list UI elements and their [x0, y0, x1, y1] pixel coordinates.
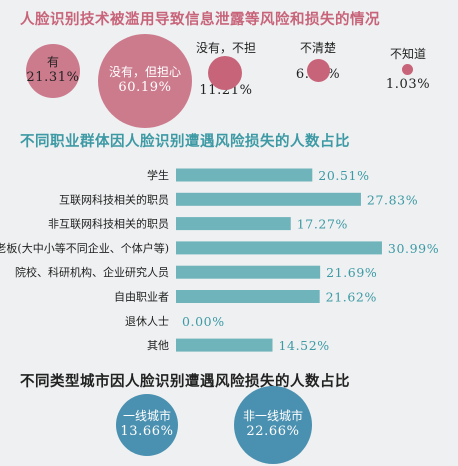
bar-value-label: 30.99%: [388, 241, 439, 256]
bubble-value: 60.19%: [118, 80, 172, 96]
bubble-no-not-worried-dot: [208, 56, 242, 90]
bubble-non-tier1-city: 非一线城市 22.66%: [234, 386, 312, 464]
bubble-label: 有: [46, 55, 59, 70]
bar: [176, 290, 320, 303]
chart-title-risk-situation: 人脸识别技术被滥用导致信息泄露等风险和损失的情况: [20, 11, 380, 28]
bubble-label: 不知道: [389, 47, 426, 61]
bar: [176, 338, 273, 352]
bubble-yes: 有 21.31%: [26, 44, 80, 98]
bar-category-label: 其他: [147, 339, 169, 352]
bar-value-label: 17.27%: [297, 217, 348, 232]
bubble-value: 22.66%: [246, 424, 300, 440]
bubble-label: 不清楚: [299, 41, 336, 55]
bar-category-label: 院校、科研机构、企业研究人员: [15, 265, 169, 279]
bubble-value: 13.66%: [120, 424, 174, 440]
bar-category-label: 非互联网科技相关的职员: [48, 217, 169, 231]
bar-value-label: 14.52%: [278, 338, 329, 353]
bubble-value: 1.03%: [385, 77, 431, 93]
bubble-label: 没有，但担心: [108, 65, 181, 80]
bubble-value: 11.21%: [199, 83, 253, 99]
bar-value-label: 21.62%: [326, 290, 377, 305]
bubble-label: 非一线城市: [242, 409, 303, 424]
bar-category-label: 老板(大中小等不同企业、个体户等): [0, 241, 169, 255]
bar-value-label: 27.83%: [367, 192, 418, 207]
bubble-tier1-city: 一线城市 13.66%: [116, 394, 178, 456]
bar-category-label: 退休人士: [125, 315, 169, 328]
bar-category-label: 学生: [147, 168, 169, 182]
chart-title-city-type: 不同类型城市因人脸识别遭遇风险损失的人数占比: [20, 373, 350, 390]
bubble-no-but-worried: 没有，但担心 60.19%: [98, 34, 192, 128]
bar: [176, 168, 313, 182]
bar-value-label: 0.00%: [182, 314, 225, 329]
bar-value-label: 20.51%: [318, 168, 369, 183]
bar-value-label: 21.69%: [326, 265, 377, 280]
bubble-dont-know-dot: [402, 64, 413, 75]
bubble-value: 21.31%: [26, 70, 80, 86]
bar: [176, 241, 382, 255]
bar-category-label: 自由职业者: [114, 290, 169, 304]
bar: [176, 217, 291, 231]
bubble-label: 一线城市: [122, 409, 171, 424]
bar: [176, 265, 321, 279]
occupation-bar-chart: 学生 20.51% 互联网科技相关的职员 27.83% 非互联网科技相关的职员 17.27…: [0, 168, 439, 353]
bubble-dont-know: 不知道 1.03%: [380, 46, 436, 94]
bubble-unclear-dot: [307, 59, 330, 82]
bar: [176, 192, 361, 206]
bar-category-label: 互联网科技相关的职员: [59, 192, 169, 206]
chart-title-occupation: 不同职业群体因人脸识别遭遇风险损失的人数占比: [20, 133, 350, 150]
